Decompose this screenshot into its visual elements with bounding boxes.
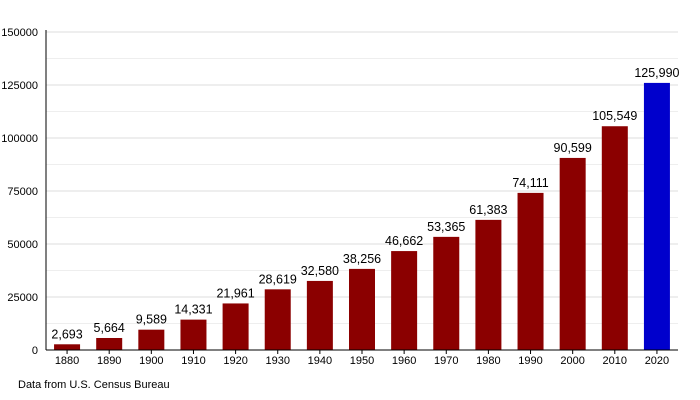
value-label-1880: 2,693 — [51, 327, 82, 341]
y-tick-label: 100000 — [1, 133, 38, 145]
value-label-2020: 125,990 — [634, 66, 679, 80]
bar-1900 — [138, 329, 165, 350]
bar-1890 — [96, 337, 123, 350]
x-tick-label-1900: 1900 — [139, 355, 163, 367]
bar-1980 — [475, 219, 502, 350]
x-tick-label-1880: 1880 — [55, 355, 79, 367]
bar-1910 — [180, 319, 207, 350]
x-tick-label-1960: 1960 — [392, 355, 416, 367]
value-label-1890: 5,664 — [94, 321, 125, 335]
value-label-1950: 38,256 — [343, 252, 381, 266]
value-label-1920: 21,961 — [216, 286, 254, 300]
bar-1880 — [54, 344, 81, 350]
x-tick-label-1990: 1990 — [518, 355, 542, 367]
bar-2020 — [643, 82, 670, 351]
y-tick-label: 50000 — [7, 239, 38, 251]
axes: 0 25000 50000 75000 100000 125000 150000 1880 18… — [1, 27, 678, 367]
y-tick-label: 0 — [32, 345, 38, 357]
x-tick-label-1970: 1970 — [434, 355, 458, 367]
y-tick-label: 125000 — [1, 80, 38, 92]
value-label-2000: 90,599 — [554, 141, 592, 155]
bar-1990 — [517, 192, 544, 350]
y-tick-label: 25000 — [7, 292, 38, 304]
bar-1960 — [391, 251, 418, 350]
value-label-1930: 28,619 — [259, 272, 297, 286]
bar-2010 — [601, 126, 628, 351]
bar-2000 — [559, 157, 586, 350]
value-label-1900: 9,589 — [136, 313, 167, 327]
bar-1970 — [433, 236, 460, 350]
x-tick-label-2020: 2020 — [645, 355, 669, 367]
value-label-1960: 46,662 — [385, 234, 423, 248]
x-tick-label-1920: 1920 — [223, 355, 247, 367]
bar-1930 — [264, 289, 291, 350]
x-tick-label-1890: 1890 — [97, 355, 121, 367]
value-label-1980: 61,383 — [469, 203, 507, 217]
x-tick-label-2000: 2000 — [560, 355, 584, 367]
x-tick-label-1980: 1980 — [476, 355, 500, 367]
bars — [54, 82, 670, 351]
x-tick-label-1930: 1930 — [265, 355, 289, 367]
bar-1920 — [222, 303, 249, 350]
x-tick-label-1910: 1910 — [181, 355, 205, 367]
value-label-2010: 105,549 — [592, 109, 637, 123]
bar-1940 — [306, 280, 333, 350]
value-label-1940: 32,580 — [301, 264, 339, 278]
y-tick-label: 150000 — [1, 27, 38, 39]
bar-1950 — [349, 268, 375, 350]
value-label-1910: 14,331 — [174, 303, 212, 317]
source-note: Data from U.S. Census Bureau — [18, 379, 170, 391]
y-tick-label: 75000 — [7, 186, 38, 198]
bar-value-labels: 2,693 5,664 9,589 14,331 21,961 28,619 32,580 3… — [51, 66, 679, 341]
x-tick-label-1940: 1940 — [308, 355, 332, 367]
x-tick-label-1950: 1950 — [350, 355, 374, 367]
value-label-1990: 74,111 — [512, 176, 548, 190]
x-tick-label-2010: 2010 — [603, 355, 627, 367]
value-label-1970: 53,365 — [427, 220, 465, 234]
